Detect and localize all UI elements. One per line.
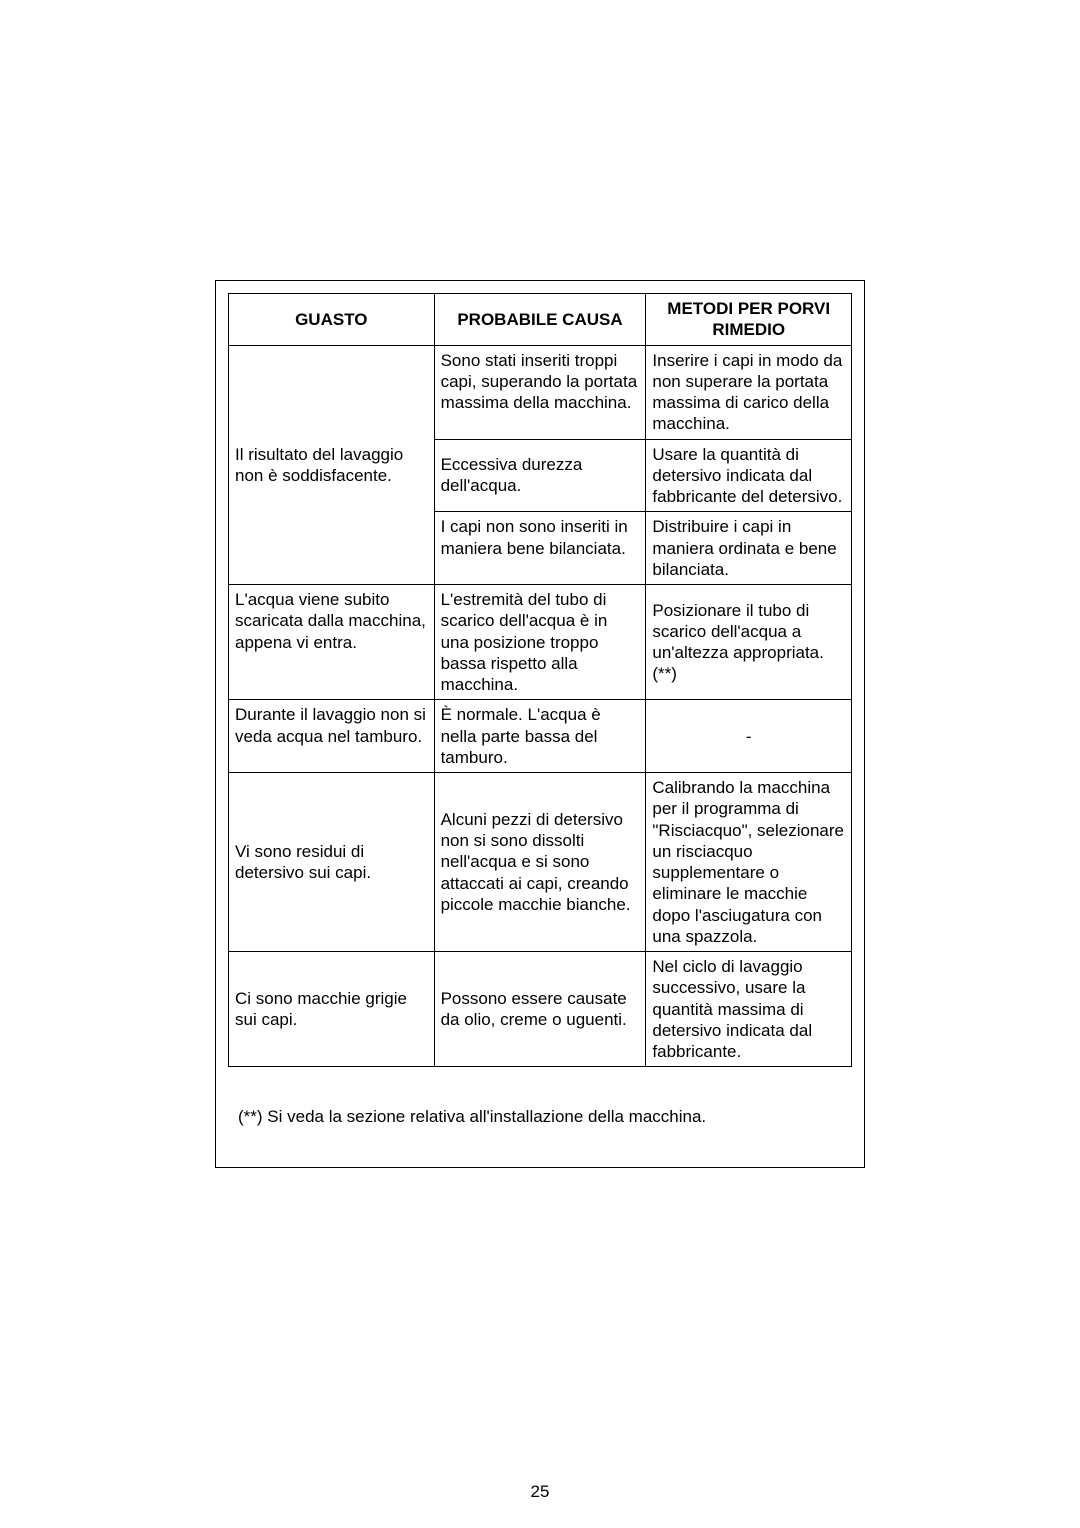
cell-rimedio: Inserire i capi in modo da non superare … [646,345,852,439]
cell-causa: È normale. L'acqua è nella parte bassa d… [434,700,646,773]
table-row: Durante il lavaggio non si veda acqua ne… [229,700,852,773]
cell-rimedio: Calibrando la macchina per il programma … [646,773,852,952]
header-rimedio: METODI PER PORVI RIMEDIO [646,294,852,346]
header-causa: PROBABILE CAUSA [434,294,646,346]
cell-rimedio: Distribuire i capi in maniera ordinata e… [646,512,852,585]
header-guasto: GUASTO [229,294,435,346]
cell-guasto: L'acqua viene subito scaricata dalla mac… [229,585,435,700]
footnote: (**) Si veda la sezione relativa all'ins… [228,1107,852,1127]
cell-guasto: Il risultato del lavaggio non è soddisfa… [229,345,435,585]
cell-causa: L'estremità del tubo di scarico dell'acq… [434,585,646,700]
table-row: L'acqua viene subito scaricata dalla mac… [229,585,852,700]
page-number: 25 [0,1482,1080,1502]
table-row: Ci sono macchie grigie sui capi. Possono… [229,952,852,1067]
table-row: Il risultato del lavaggio non è soddisfa… [229,345,852,439]
cell-guasto: Durante il lavaggio non si veda acqua ne… [229,700,435,773]
table-header-row: GUASTO PROBABILE CAUSA METODI PER PORVI … [229,294,852,346]
cell-causa: Eccessiva durezza dell'acqua. [434,439,646,512]
cell-guasto: Vi sono residui di detersivo sui capi. [229,773,435,952]
cell-causa: Alcuni pezzi di detersivo non si sono di… [434,773,646,952]
troubleshooting-table: GUASTO PROBABILE CAUSA METODI PER PORVI … [228,293,852,1067]
cell-causa: Possono essere causate da olio, creme o … [434,952,646,1067]
cell-guasto: Ci sono macchie grigie sui capi. [229,952,435,1067]
cell-rimedio: Posizionare il tubo di scarico dell'acqu… [646,585,852,700]
cell-rimedio: Nel ciclo di lavaggio successivo, usare … [646,952,852,1067]
cell-causa: Sono stati inseriti troppi capi, superan… [434,345,646,439]
table-row: Vi sono residui di detersivo sui capi. A… [229,773,852,952]
cell-causa: I capi non sono inseriti in maniera bene… [434,512,646,585]
cell-rimedio: - [646,700,852,773]
page-frame: GUASTO PROBABILE CAUSA METODI PER PORVI … [215,280,865,1168]
cell-rimedio: Usare la quantità di detersivo indicata … [646,439,852,512]
